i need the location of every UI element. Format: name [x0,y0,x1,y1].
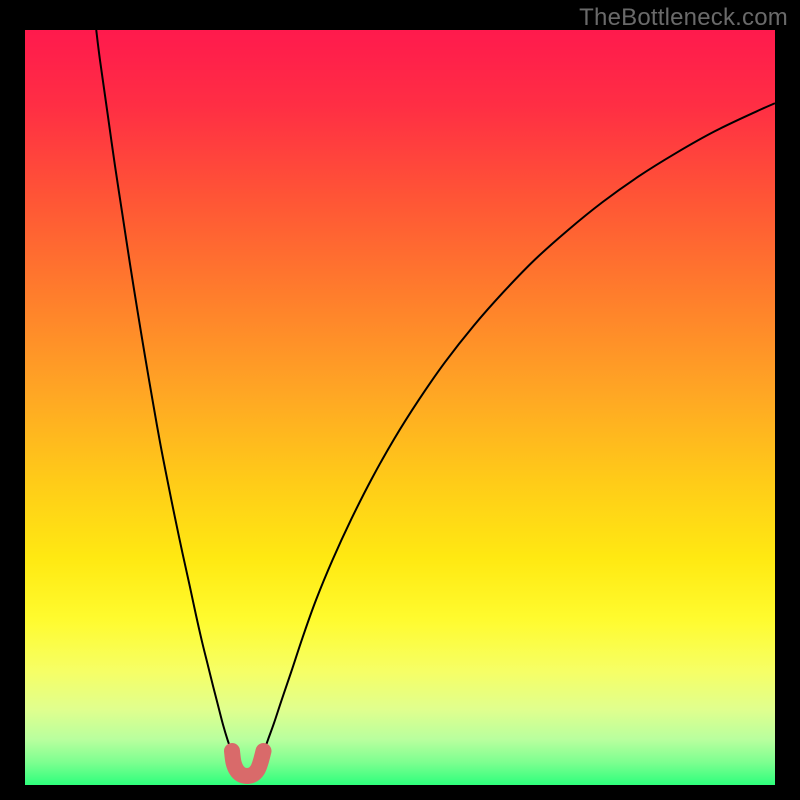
attribution-watermark: TheBottleneck.com [579,4,788,32]
chart-gradient-background [25,30,775,785]
bottleneck-chart [0,0,800,800]
